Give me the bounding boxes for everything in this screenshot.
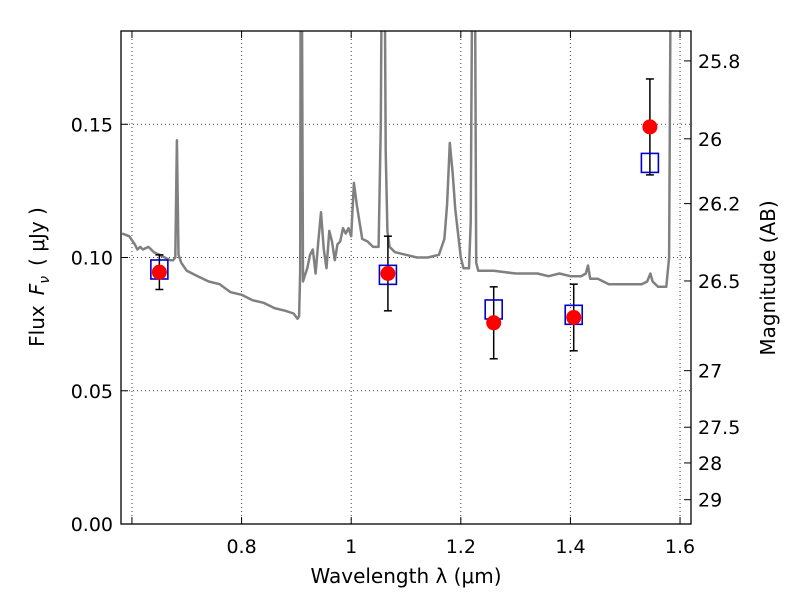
y-axis-label: FluxFν( μJy ) xyxy=(25,207,53,347)
x-tick-label: 1.6 xyxy=(665,536,695,558)
y-tick-label: 0.05 xyxy=(71,381,113,403)
observed-flux-point xyxy=(642,119,658,135)
axis-ticks: 0.8 1 1.2 1.4 1.6 0.00 0.05 0.10 0.15 25.8 26 26.2 2… xyxy=(71,31,740,558)
y2-tick-label: 27.5 xyxy=(698,417,740,439)
x-tick-label: 1 xyxy=(345,536,357,558)
y2-tick-label: 28 xyxy=(698,453,722,475)
photometry-points xyxy=(150,78,660,360)
y2-tick-label: 29 xyxy=(698,490,722,512)
x-tick-label: 1.2 xyxy=(446,536,476,558)
y-tick-label: 0.10 xyxy=(71,248,113,270)
observed-flux-point xyxy=(486,315,502,331)
y2-tick-label: 26.5 xyxy=(698,271,740,293)
x-axis-label: Wavelength λ (μm) xyxy=(310,564,501,588)
model-photometry-square xyxy=(640,152,660,174)
y2-tick-label: 26 xyxy=(698,129,722,151)
y2-axis-label: Magnitude (AB) xyxy=(756,200,780,355)
x-tick-label: 1.4 xyxy=(555,536,585,558)
grid-lines xyxy=(121,31,691,525)
observed-flux-point xyxy=(151,264,167,280)
plot-frame xyxy=(120,30,692,525)
y-tick-label: 0.00 xyxy=(71,514,113,536)
y-tick-label: 0.15 xyxy=(71,114,113,136)
y2-tick-label: 27 xyxy=(698,361,722,383)
model-photometry-square xyxy=(378,264,398,286)
y2-tick-label: 25.8 xyxy=(698,51,740,73)
model-spectrum-line xyxy=(121,31,672,321)
observed-flux-point xyxy=(566,309,582,325)
x-tick-label: 0.8 xyxy=(226,536,256,558)
observed-flux-point xyxy=(380,266,396,282)
y2-tick-label: 26.2 xyxy=(698,194,740,216)
